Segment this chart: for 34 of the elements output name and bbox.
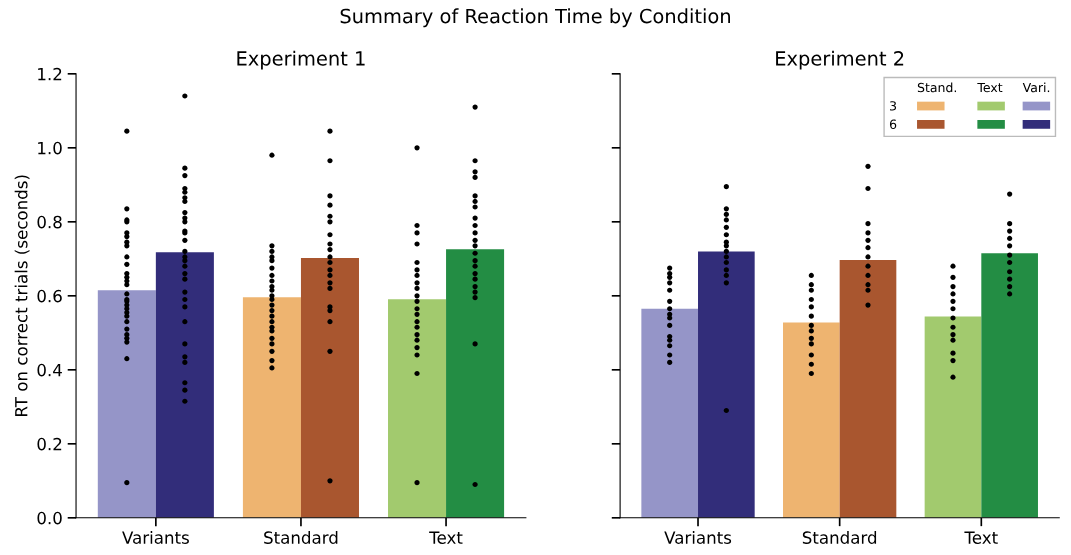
x-tick-label: Standard [264, 531, 338, 544]
bar [924, 316, 982, 518]
bar [981, 253, 1038, 518]
legend-label: 6 [889, 119, 897, 129]
x-tick-label: Text [964, 531, 998, 544]
y-tick-label: 0.6 [37, 289, 62, 303]
legend-label: 3 [890, 101, 897, 111]
y-tick-label: 0.0 [37, 511, 62, 525]
bar [242, 297, 301, 518]
bar [446, 249, 505, 518]
bar [783, 322, 840, 518]
bar [698, 251, 755, 518]
chart-title: Experiment 1 [237, 50, 365, 70]
y-axis-title: RT on correct trials (seconds) [14, 175, 30, 416]
y-tick-label: 1.2 [38, 67, 62, 81]
y-tick-label: 0.2 [37, 437, 62, 451]
annotation: Vari. [1022, 82, 1050, 93]
x-tick-label: Standard [802, 531, 877, 544]
bar [97, 290, 156, 518]
text: Summary of Reaction Time by Condition [340, 8, 730, 28]
y-tick-label: 0.4 [37, 363, 62, 377]
y-tick-label: 0.8 [37, 215, 62, 229]
annotation: Text [977, 82, 1003, 93]
bar [155, 252, 214, 518]
x-tick-label: Text [429, 531, 463, 544]
bar [388, 299, 447, 518]
annotation: Stand. [917, 82, 957, 93]
x-tick-label: Variants [122, 531, 189, 544]
chart-title: Experiment 2 [776, 50, 904, 70]
x-tick-label: Variants [664, 531, 732, 544]
bar [300, 258, 359, 518]
bar [839, 259, 897, 518]
y-tick-label: 1.0 [38, 141, 62, 155]
bar [641, 308, 699, 518]
